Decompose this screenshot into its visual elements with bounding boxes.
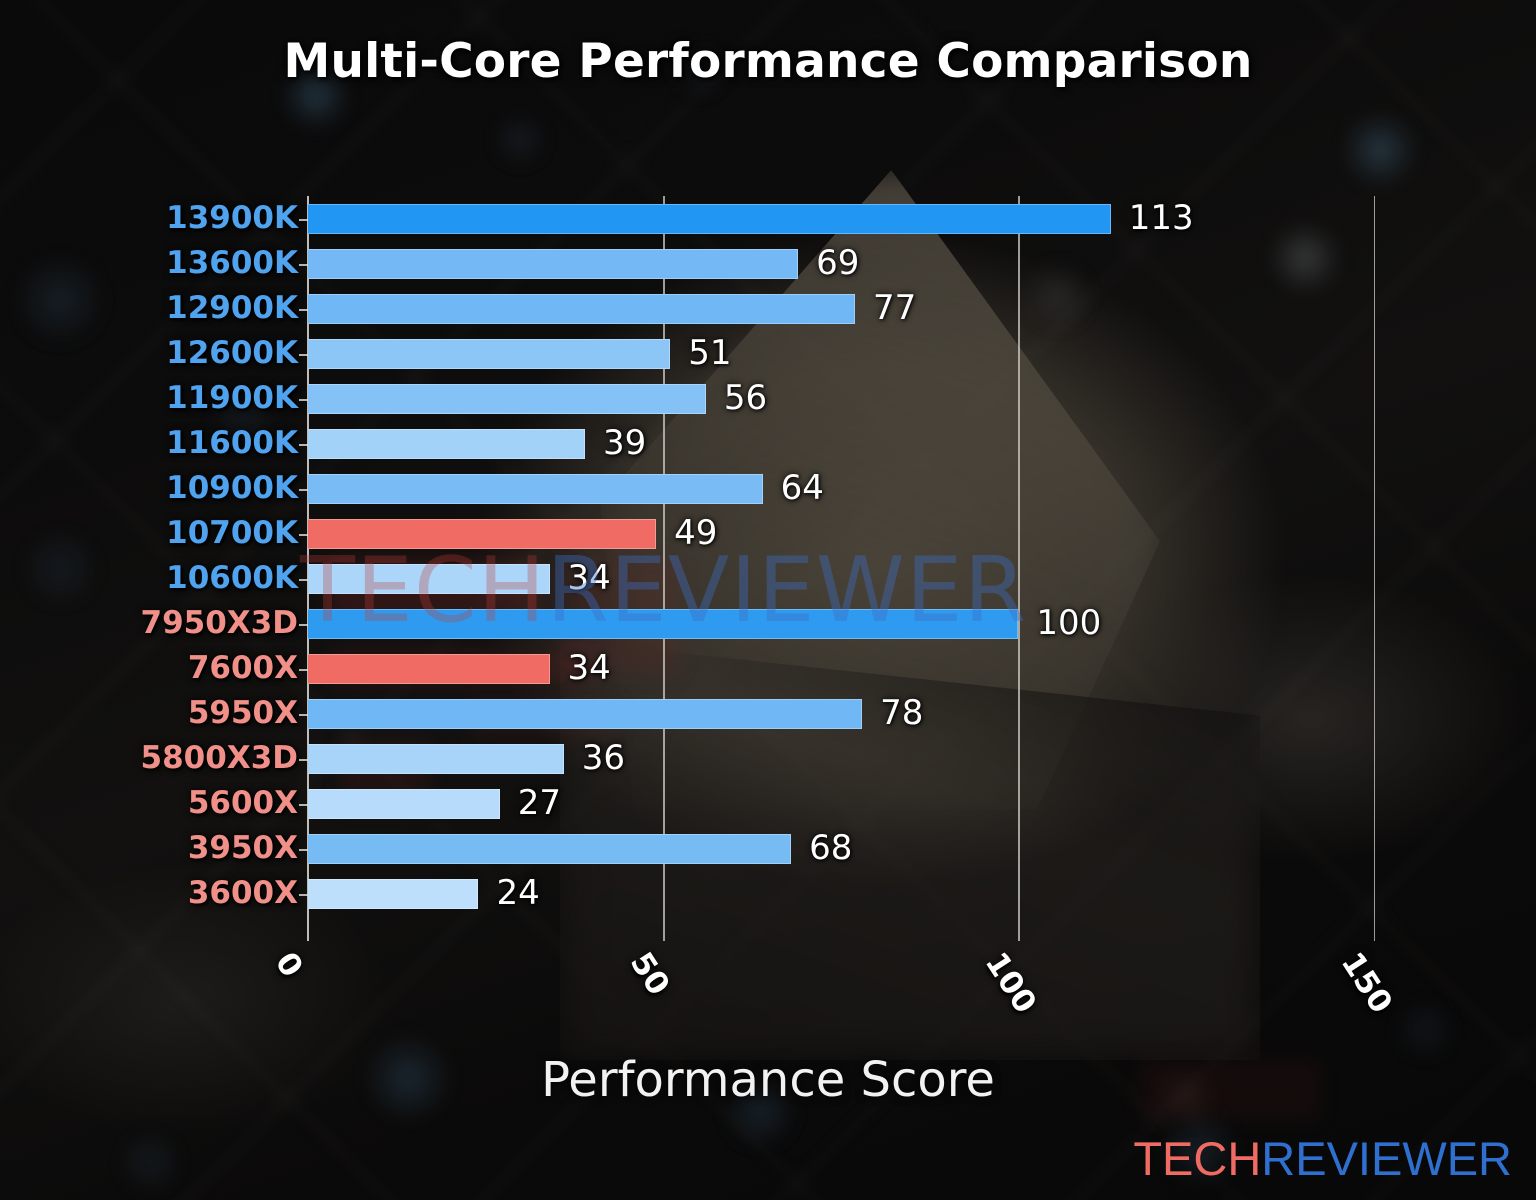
bar-row[interactable] [308,563,1420,594]
y-tick-13900K [299,218,308,221]
gridline-50 [663,196,665,941]
bar-11600K[interactable] [308,428,586,459]
bar-row[interactable] [308,608,1420,639]
bar-12900K[interactable] [308,293,855,324]
value-label-10600K: 34 [567,557,611,598]
bar-row[interactable] [308,833,1420,864]
value-label-3600X: 24 [496,872,540,913]
value-label-10900K: 64 [780,467,824,508]
bar-12600K[interactable] [308,338,671,369]
x-tick-label-150: 150 [1333,946,1399,1020]
bar-13600K[interactable] [308,248,799,279]
bar-row[interactable] [308,698,1420,729]
value-label-7950X3D: 100 [1036,602,1102,643]
y-axis-label-13600K: 13600K [166,244,298,281]
y-axis-label-3600X: 3600X [187,874,298,911]
value-label-3950X: 68 [809,827,853,868]
bar-row[interactable] [308,878,1420,909]
y-axis-label-5800X3D: 5800X3D [140,739,298,776]
y-tick-5600X [299,803,308,806]
value-label-12600K: 51 [688,332,732,373]
bar-row[interactable] [308,788,1420,819]
gridline-150 [1373,196,1376,941]
bar-row[interactable] [308,428,1420,459]
x-tick-label-50: 50 [622,946,677,1002]
bar-3950X[interactable] [308,833,792,864]
bar-row[interactable] [308,203,1420,234]
y-axis-label-10900K: 10900K [166,469,298,506]
pcb-component [1140,1060,1320,1120]
y-tick-10900K [299,488,308,491]
y-axis-label-5950X: 5950X [187,694,298,731]
y-tick-5950X [299,713,308,716]
value-label-13900K: 113 [1128,197,1194,238]
bar-row[interactable] [308,383,1420,414]
gridline-100 [1018,196,1020,941]
y-tick-5800X3D [299,758,308,761]
y-tick-13600K [299,263,308,266]
bar-row[interactable] [308,653,1420,684]
x-tick-label-0: 0 [267,946,310,984]
x-tick-label-100: 100 [978,946,1044,1020]
bar-7600X[interactable] [308,653,550,684]
y-axis-label-11900K: 11900K [166,379,298,416]
bar-10600K[interactable] [308,563,550,594]
value-label-7600X: 34 [567,647,611,688]
y-axis-label-7600X: 7600X [187,649,298,686]
techreviewer-logo: TECHREVIEWER [1133,1131,1512,1186]
value-label-5800X3D: 36 [581,737,625,778]
y-tick-7600X [299,668,308,671]
y-axis-label-10600K: 10600K [166,559,298,596]
bar-5950X[interactable] [308,698,863,729]
y-axis-label-11600K: 11600K [166,424,298,461]
bar-3600X[interactable] [308,878,479,909]
bar-13900K[interactable] [308,203,1111,234]
y-axis-label-3950X: 3950X [187,829,298,866]
bar-11900K[interactable] [308,383,706,414]
y-axis-label-13900K: 13900K [166,199,298,236]
y-tick-7950X3D [299,623,308,626]
y-axis-label-12900K: 12900K [166,289,298,326]
y-axis-labels: 13900K 13600K 12900K 12600K 11900K 11600K 1090… [0,196,298,916]
y-tick-3950X [299,848,308,851]
bar-5600X[interactable] [308,788,500,819]
bar-5800X3D[interactable] [308,743,564,774]
y-axis-label-7950X3D: 7950X3D [140,604,298,641]
y-tick-11900K [299,398,308,401]
bar-row[interactable] [308,743,1420,774]
bar-row[interactable] [308,338,1420,369]
value-label-5950X: 78 [880,692,924,733]
y-tick-11600K [299,443,308,446]
bar-10900K[interactable] [308,473,763,504]
y-tick-12600K [299,353,308,356]
y-axis-label-12600K: 12600K [166,334,298,371]
bar-7950X3D[interactable] [308,608,1019,639]
y-tick-3600X [299,893,308,896]
y-axis-label-10700K: 10700K [166,514,298,551]
bar-row[interactable] [308,293,1420,324]
value-label-11900K: 56 [723,377,768,418]
y-tick-12900K [299,308,308,311]
value-label-11600K: 39 [603,422,647,463]
x-axis-title: Performance Score [541,1052,995,1108]
value-label-12900K: 77 [873,287,917,328]
value-label-13600K: 69 [816,242,860,283]
chart-title: Multi-Core Performance Comparison [283,34,1253,89]
bar-row[interactable] [308,248,1420,279]
bar-row[interactable] [308,473,1420,504]
bar-10700K[interactable] [308,518,657,549]
plot-area: 113 69 77 51 56 39 64 49 34 100 34 78 36 27 68 24 [299,196,1420,941]
bar-row[interactable] [308,518,1420,549]
y-tick-10700K [299,533,308,536]
value-label-10700K: 49 [674,512,718,553]
y-axis-label-5600X: 5600X [187,784,298,821]
logo-tech: TECH [1133,1132,1262,1185]
y-tick-10600K [299,578,308,581]
value-label-5600X: 27 [517,782,562,823]
logo-reviewer: REVIEWER [1261,1132,1512,1185]
